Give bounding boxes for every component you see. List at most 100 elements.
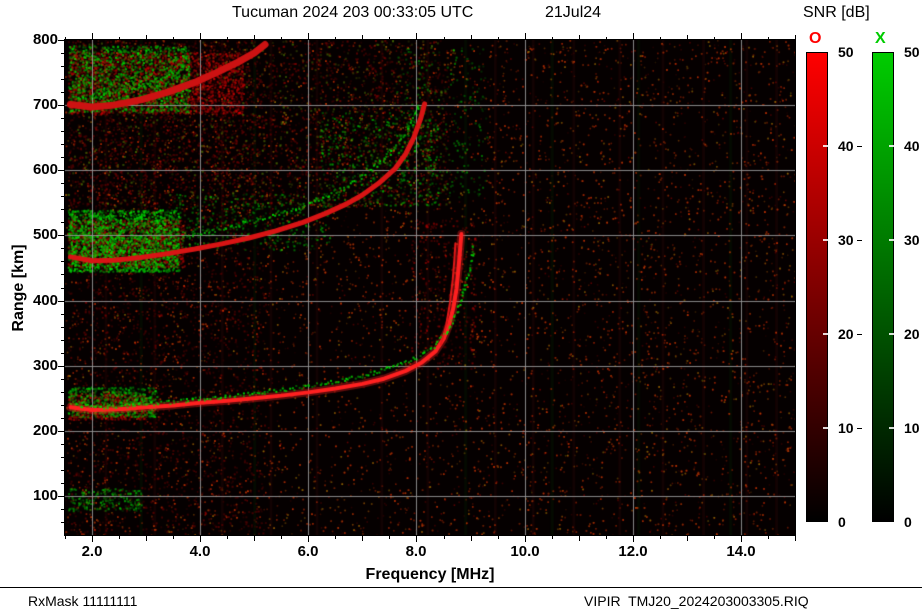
x-minor-tick-mark [444, 536, 445, 539]
x-minor-tick-mark [173, 37, 174, 40]
y-minor-tick-mark [61, 457, 65, 458]
x-tick-mark [308, 536, 309, 542]
x-minor-tick-mark [498, 37, 499, 40]
colorbar-title: SNR [dB] [803, 4, 870, 21]
x-minor-tick-mark [254, 35, 255, 40]
x-minor-tick-mark [714, 37, 715, 40]
x-minor-tick-mark [714, 536, 715, 539]
x-minor-tick-mark [687, 35, 688, 40]
y-tick-mark [58, 235, 65, 236]
plot-title: Tucuman 2024 203 00:33:05 UTC [232, 4, 474, 21]
colorbar-tick-label: 30 [904, 232, 920, 248]
ionogram-canvas [65, 40, 795, 535]
y-minor-tick-mark [61, 144, 65, 145]
colorbar-tick-label: 0 [904, 514, 912, 530]
x-minor-tick-mark [768, 536, 769, 539]
y-minor-tick-mark [61, 522, 65, 523]
x-top-tick-mark [92, 33, 93, 40]
y-minor-tick-mark [61, 444, 65, 445]
footer-divider [0, 587, 922, 588]
colorbar-tick-label: 10 [838, 420, 854, 436]
x-minor-tick-mark [606, 37, 607, 40]
x-minor-tick-mark [444, 37, 445, 40]
y-minor-tick-mark [61, 509, 65, 510]
x-tick-label: 12.0 [618, 543, 648, 560]
x-minor-tick-mark [227, 37, 228, 40]
x-minor-tick-mark [795, 35, 796, 40]
y-tick-label: 300 [32, 357, 58, 374]
x-minor-tick-mark [606, 536, 607, 539]
y-minor-tick-mark [61, 196, 65, 197]
y-tick-label: 800 [32, 31, 58, 48]
x-tick-label: 8.0 [405, 543, 427, 560]
x-minor-tick-mark [768, 37, 769, 40]
colorbar-tick-label: 40 [904, 138, 920, 154]
colorbar-tick-label: 50 [838, 44, 854, 60]
x-minor-tick-mark [281, 536, 282, 539]
x-minor-tick-mark [119, 536, 120, 539]
y-minor-tick-mark [61, 248, 65, 249]
x-top-tick-mark [741, 33, 742, 40]
colorbar-tick-mark [823, 333, 829, 335]
x-tick-label: 4.0 [189, 543, 211, 560]
y-minor-tick-mark [61, 66, 65, 67]
y-tick-label: 600 [32, 161, 58, 178]
colorbar-tick-mark [889, 145, 895, 147]
x-axis-label: Frequency [MHz] [365, 566, 495, 583]
y-axis-label: Range [km] [10, 244, 27, 332]
y-tick-label: 500 [32, 226, 58, 243]
plot-area [64, 39, 796, 536]
x-minor-tick-mark [795, 536, 796, 541]
x-minor-tick-mark [362, 35, 363, 40]
y-tick-mark [58, 170, 65, 171]
y-minor-tick-mark [61, 274, 65, 275]
x-tick-mark [525, 536, 526, 542]
y-tick-mark [58, 105, 65, 106]
x-top-tick-mark [525, 33, 526, 40]
x-minor-tick-mark [173, 536, 174, 539]
y-minor-tick-mark [61, 209, 65, 210]
colorbar-tick-mark [889, 333, 895, 335]
x-minor-tick-mark [335, 37, 336, 40]
colorbar-o-label: O [809, 30, 822, 47]
footer-filename: VIPIR TMJ20_2024203003305.RIQ [584, 593, 809, 609]
y-minor-tick-mark [61, 131, 65, 132]
y-tick-mark [58, 431, 65, 432]
y-minor-tick-mark [61, 327, 65, 328]
y-minor-tick-mark [61, 79, 65, 80]
colorbar-tick-label: 30 [838, 232, 854, 248]
y-minor-tick-mark [61, 483, 65, 484]
colorbar-tick-label: 0 [838, 514, 846, 530]
y-minor-tick-mark [61, 118, 65, 119]
x-minor-tick-mark [471, 35, 472, 40]
colorbar-tick-label: 20 [838, 326, 854, 342]
x-minor-tick-mark [471, 536, 472, 541]
y-minor-tick-mark [61, 261, 65, 262]
x-minor-tick-mark [119, 37, 120, 40]
y-minor-tick-mark [61, 392, 65, 393]
footer-rxmask: RxMask 11111111 [28, 593, 138, 609]
y-minor-tick-mark [61, 470, 65, 471]
colorbar-tick-mark [823, 145, 829, 147]
y-tick-label: 400 [32, 292, 58, 309]
x-top-tick-mark [416, 33, 417, 40]
x-minor-tick-mark [227, 536, 228, 539]
x-tick-mark [92, 536, 93, 542]
x-minor-tick-mark [660, 37, 661, 40]
x-tick-label: 2.0 [81, 543, 103, 560]
x-minor-tick-mark [281, 37, 282, 40]
y-minor-tick-mark [61, 379, 65, 380]
colorbar-x-label: X [875, 30, 886, 47]
y-minor-tick-mark [61, 157, 65, 158]
x-minor-tick-mark [660, 536, 661, 539]
colorbar-o [806, 52, 828, 522]
x-tick-mark [633, 536, 634, 542]
colorbar-tick-mark [857, 334, 862, 335]
colorbar-tick-mark [823, 239, 829, 241]
x-minor-tick-mark [389, 536, 390, 539]
x-tick-mark [741, 536, 742, 542]
x-minor-tick-mark [579, 536, 580, 541]
colorbar-tick-label: 20 [904, 326, 920, 342]
x-minor-tick-mark [254, 536, 255, 541]
